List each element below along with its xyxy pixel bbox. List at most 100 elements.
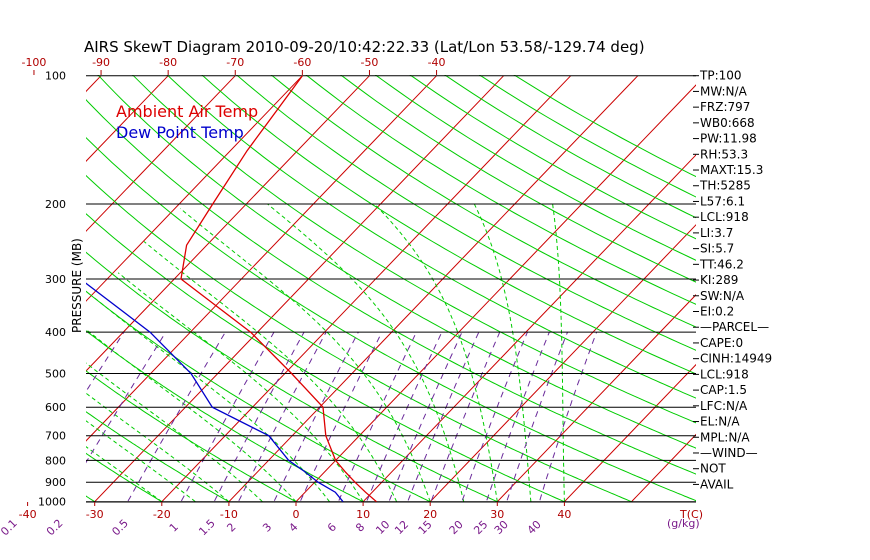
mixing-ratio-line <box>430 332 501 502</box>
legend: Ambient Air Temp Dew Point Temp <box>116 102 258 142</box>
pressure-tick-label: 400 <box>45 326 66 339</box>
top-temp-tick-label: -40 <box>428 56 446 69</box>
stat-item: —PARCEL— <box>700 320 769 334</box>
mixing-ratio-line <box>237 331 327 502</box>
isotherm-line <box>161 75 572 502</box>
dry-adiabat-line <box>86 370 298 502</box>
moist-adiabat-line <box>374 203 498 502</box>
stat-item: LI:3.7 <box>700 226 733 240</box>
mixing-ratio-line <box>407 331 480 502</box>
mixing-ratio-line <box>126 331 226 502</box>
moist-adiabat-line <box>86 446 163 502</box>
stat-item: FRZ:797 <box>700 100 750 114</box>
mixing-ratio-line <box>388 331 463 502</box>
stat-item: MPL:N/A <box>700 430 750 444</box>
stat-item: LCL:918 <box>700 367 749 381</box>
bottom-temp-tick-label: 40 <box>557 508 571 521</box>
dry-adiabat-line <box>86 251 500 502</box>
pressure-tick-label: 700 <box>45 430 66 443</box>
mixing-ratio-tick-label: 40 <box>525 518 544 537</box>
stat-item: PW:11.98 <box>700 132 757 146</box>
stat-item: MAXT:15.3 <box>700 163 763 177</box>
dry-adiabat-line <box>236 75 696 351</box>
dry-adiabat-line <box>478 75 696 198</box>
dry-adiabat-line <box>86 213 567 502</box>
stat-item: L57:6.1 <box>700 194 745 208</box>
bottom-temp-tick-label: -20 <box>153 508 171 521</box>
chart-title: AIRS SkewT Diagram 2010-09-20/10:42:22.3… <box>84 38 645 56</box>
top-temp-tick-label: -100 <box>21 56 46 69</box>
pressure-tick-label: 600 <box>45 401 66 414</box>
mixing-ratio-tick-label: 0.1 <box>0 517 20 539</box>
bottom-temp-tick-label: 30 <box>490 508 504 521</box>
pressure-tick-label: 300 <box>45 273 66 286</box>
stat-item: CINH:14949 <box>700 352 772 366</box>
mixing-ratio-line <box>180 331 275 502</box>
dry-adiabat-line <box>86 452 164 502</box>
mixing-ratio-line <box>461 332 528 502</box>
moist-adiabat-line <box>552 203 565 502</box>
isotherm-line <box>86 75 437 442</box>
moist-adiabat-line <box>86 392 230 502</box>
top-temp-tick-label: -80 <box>159 56 177 69</box>
bottom-temp-tick-label: -10 <box>220 508 238 521</box>
profile-series <box>86 75 377 502</box>
isotherm-line <box>429 224 696 502</box>
mixing-ratio-line <box>538 332 598 502</box>
stat-item: EL:N/A <box>700 415 740 429</box>
top-temp-tick-label: -50 <box>360 56 378 69</box>
bottom-temp-tick-label: 20 <box>423 508 437 521</box>
bottom-temp-tick-label: -30 <box>86 508 104 521</box>
dry-adiabat-line <box>201 75 696 375</box>
pressure-tick-label: 1000 <box>38 496 66 509</box>
pressure-tick-label: 900 <box>45 476 66 489</box>
mixing-ratio-line <box>365 331 443 502</box>
mixing-ratio-line <box>86 331 167 464</box>
dry-adiabat-line <box>305 75 696 305</box>
pressure-tick-label: 800 <box>45 454 66 467</box>
moist-adiabat-line <box>86 362 263 502</box>
dry-adiabat-line <box>166 75 696 399</box>
bottom-temp-tick-label: 0 <box>293 508 300 521</box>
pressure-tick-label: 200 <box>45 198 66 211</box>
isobar-lines <box>86 75 696 503</box>
isotherm-line <box>94 75 505 502</box>
isotherm-line <box>86 75 236 232</box>
mixing-ratio-line <box>506 332 568 502</box>
bottom-temp-tick-label: 10 <box>356 508 370 521</box>
isotherm-line <box>0 76 34 502</box>
stat-item: WB0:668 <box>700 116 755 130</box>
dry-adiabat-line <box>374 75 696 261</box>
pressure-tick-label: 100 <box>45 70 66 83</box>
pressure-tick-label: 500 <box>45 367 66 380</box>
moist-adiabat-line <box>179 208 431 502</box>
isotherm-line <box>86 75 303 302</box>
top-temp-tick-label: -70 <box>226 56 244 69</box>
isotherm-line <box>564 363 696 502</box>
dry-adiabat-line <box>86 290 433 502</box>
stat-item: SI:5.7 <box>700 242 734 256</box>
mixing-ratio-tick-label: 6 <box>325 520 339 534</box>
isotherm-line <box>362 154 696 502</box>
mixing-ratio-tick-label: 2 <box>224 520 238 534</box>
dry-adiabat-line <box>97 75 696 449</box>
moist-adiabat-line <box>86 328 297 502</box>
moist-adiabat-line <box>92 296 330 502</box>
y-axis-label: PRESSURE (MB) <box>70 238 84 333</box>
top-temp-tick-label: -90 <box>92 56 110 69</box>
mixing-ratio-tick-label: 1 <box>167 520 181 534</box>
mixing-ratio-tick-label: 10 <box>373 518 392 537</box>
isotherm-line <box>86 75 370 372</box>
mixing-ratio-tick-label: 0.2 <box>44 517 66 539</box>
stat-item: KI:289 <box>700 273 738 287</box>
moist-adiabat-line <box>117 272 364 502</box>
stat-item: MW:N/A <box>700 84 748 98</box>
stat-item: AVAIL <box>700 477 734 491</box>
mixing-ratio-tick-label: 1.5 <box>196 517 218 539</box>
stat-item: TT:46.2 <box>699 257 744 271</box>
legend-entry: Dew Point Temp <box>116 123 244 142</box>
mixing-ratio-tick-label: 8 <box>353 520 367 534</box>
stat-item: LFC:N/A <box>700 399 748 413</box>
stat-item: —WIND— <box>700 446 758 460</box>
